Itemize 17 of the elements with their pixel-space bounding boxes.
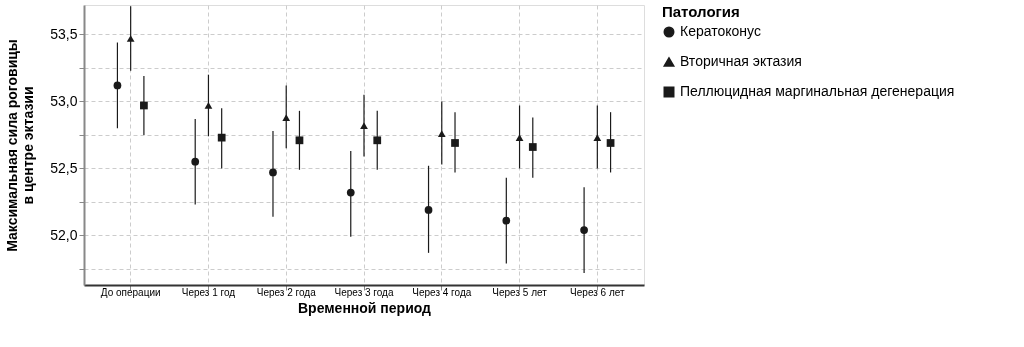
y-tick-label: 52,0 (50, 226, 78, 243)
x-tick-label: Через 3 года (334, 286, 394, 298)
x-tick-label: Через 1 год (181, 286, 236, 298)
x-tick-label: Через 6 лет (570, 286, 625, 298)
y-tick-label: 53,0 (50, 92, 78, 109)
x-axis-title: Временной период (297, 299, 432, 316)
x-tick-label: Через 2 года (256, 286, 317, 298)
legend-title: Патология (662, 3, 740, 20)
legend-label: Вторичная эктазия (680, 53, 802, 69)
y-tick-label: 53,5 (50, 25, 78, 42)
x-tick-label: Через 4 года (412, 286, 472, 298)
y-axis-title: Максимальная сила роговицы в центре эктазии (4, 39, 37, 252)
x-tick-label: Через 5 лет (492, 286, 548, 298)
x-tick-label: До операции (100, 286, 161, 298)
legend-label: Пеллюцидная маргинальная дегенерация (680, 83, 955, 99)
legend-label: Кератоконус (680, 23, 761, 39)
y-tick-label: 52,5 (50, 159, 78, 176)
